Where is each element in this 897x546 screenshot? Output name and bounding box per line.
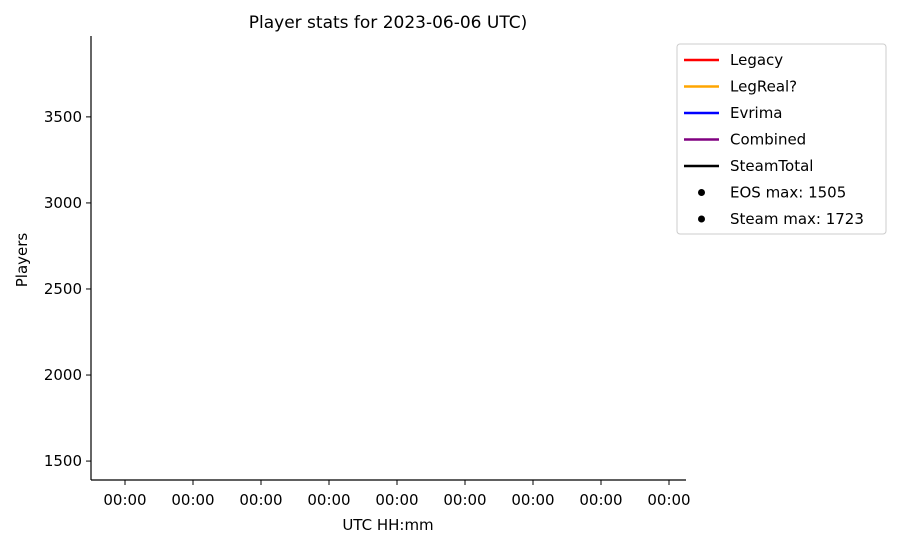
x-tick-label: 00:00 [171, 491, 214, 509]
x-tick-label: 00:00 [375, 491, 418, 509]
y-tick-label: 3000 [44, 194, 82, 212]
x-tick-label: 00:00 [511, 491, 554, 509]
x-tick-label: 00:00 [239, 491, 282, 509]
legend-box [676, 43, 887, 235]
legend-label: Steam max: 1723 [730, 210, 864, 228]
x-tick-label: 00:00 [103, 491, 146, 509]
y-tick-label: 1500 [44, 452, 82, 470]
x-tick-label: 00:00 [579, 491, 622, 509]
x-axis-label: UTC HH:mm [342, 516, 433, 534]
legend-label: Legacy [730, 51, 783, 69]
legend-label: EOS max: 1505 [730, 184, 846, 202]
y-axis-label: Players [13, 233, 31, 288]
y-ticks: 1500 2000 2500 3000 3500 [44, 108, 91, 470]
legend-dot [698, 215, 705, 223]
x-tick-label: 00:00 [307, 491, 350, 509]
legend-dot [698, 189, 705, 196]
legend-label: Combined [730, 131, 806, 149]
x-ticks: 00:00 00:00 00:00 00:00 00:00 00:00 00:00 00:00… [103, 480, 691, 509]
y-tick-label: 2500 [44, 280, 82, 298]
chart-title: Player stats for 2023-06-06 UTC) [249, 13, 527, 33]
y-tick-label: 2000 [44, 366, 82, 384]
legend: Legacy LegReal? Evrima Combined SteamTotal EO… [676, 43, 887, 235]
x-tick-label: 00:00 [647, 491, 690, 509]
legend-items: Legacy LegReal? Evrima Combined SteamTotal EO… [684, 51, 864, 228]
y-tick-label: 3500 [44, 108, 82, 126]
legend-label: SteamTotal [730, 157, 813, 175]
legend-label: LegReal? [730, 78, 797, 96]
legend-label: Evrima [730, 104, 783, 122]
x-tick-label: 00:00 [443, 491, 486, 509]
